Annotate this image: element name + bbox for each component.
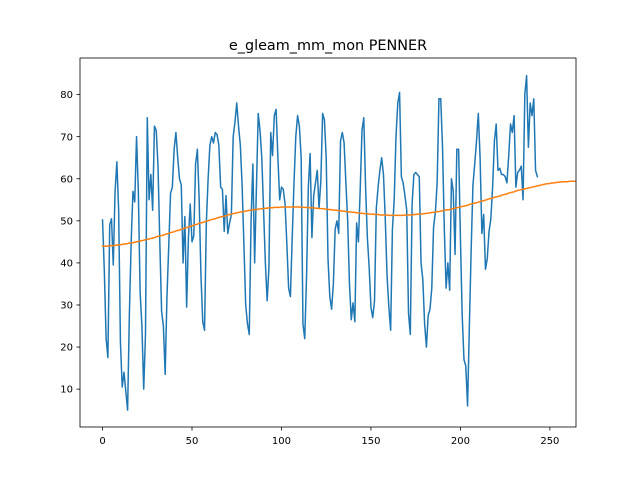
x-tick-label: 200 [451, 436, 470, 447]
x-tick-label: 150 [361, 436, 380, 447]
x-tick-label: 250 [540, 436, 559, 447]
plot-frame [79, 57, 577, 428]
x-tick-label: 100 [272, 436, 291, 447]
chart-title: e_gleam_mm_mon PENNER [229, 38, 427, 54]
axes: 0 50 100 150 200 250 10 20 30 40 50 60 70 80 [60, 57, 577, 447]
series-line-1 [101, 74, 539, 411]
y-tick-label: 70 [60, 132, 73, 143]
plot-area [101, 74, 576, 411]
y-tick-label: 80 [60, 90, 73, 101]
y-tick-label: 30 [60, 301, 73, 312]
y-tick-label: 10 [60, 385, 73, 396]
y-tick-label: 60 [60, 174, 73, 185]
y-tick-label: 50 [60, 216, 73, 227]
x-tick-label: 50 [186, 436, 199, 447]
y-tick-label: 40 [60, 259, 73, 270]
y-tick-label: 20 [60, 343, 73, 354]
x-tick-label: 0 [99, 436, 105, 447]
series-line-2 [101, 180, 576, 247]
